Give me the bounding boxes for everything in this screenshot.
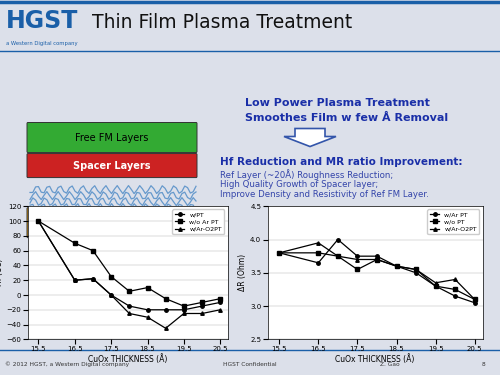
w/PT (108, 293, 114, 297)
Polygon shape (284, 129, 336, 147)
w/Ar-O2PT (452, 277, 458, 282)
w/o PT (432, 284, 438, 288)
w/Ar-O2PT (394, 264, 400, 268)
FancyBboxPatch shape (27, 208, 197, 238)
Text: Low Power Plasma Treatment: Low Power Plasma Treatment (245, 99, 430, 108)
w/Ar-O2PT (354, 257, 360, 262)
Y-axis label: ΔR (Ohm): ΔR (Ohm) (238, 254, 247, 291)
w/Ar PT (432, 284, 438, 288)
w/Ar-O2PT (199, 311, 205, 316)
w/Ar-O2PT (144, 315, 150, 320)
w/Ar PT (413, 271, 419, 275)
w/o Ar PT (126, 289, 132, 294)
w/PT (199, 304, 205, 308)
w/o PT (276, 251, 282, 255)
w/o Ar PT (144, 285, 150, 290)
Text: Hf Reduction and MR ratio Improvement:: Hf Reduction and MR ratio Improvement: (220, 156, 462, 166)
w/Ar-O2PT (335, 254, 341, 258)
w/Ar-O2PT (432, 280, 438, 285)
w/o Ar PT (199, 300, 205, 304)
w/Ar PT (394, 264, 400, 268)
w/Ar-O2PT (276, 251, 282, 255)
w/PT (126, 304, 132, 308)
w/Ar-O2PT (472, 297, 478, 302)
Y-axis label: Hf (Oe): Hf (Oe) (0, 259, 4, 286)
Text: Smoothes Film w few Å Removal: Smoothes Film w few Å Removal (245, 112, 448, 123)
w/o PT (413, 267, 419, 272)
w/Ar PT (472, 300, 478, 305)
w/o PT (316, 251, 322, 255)
w/Ar PT (452, 294, 458, 298)
w/Ar-O2PT (413, 267, 419, 272)
w/Ar-O2PT (126, 311, 132, 316)
w/Ar-O2PT (316, 241, 322, 245)
Text: HGST: HGST (6, 9, 78, 33)
w/o Ar PT (217, 297, 223, 301)
w/Ar PT (354, 254, 360, 258)
X-axis label: CuOx THICKNESS (Å): CuOx THICKNESS (Å) (88, 354, 167, 364)
w/o PT (374, 257, 380, 262)
X-axis label: CuOx THICKNESS (Å): CuOx THICKNESS (Å) (336, 354, 414, 364)
w/Ar PT (316, 261, 322, 265)
w/Ar-O2PT (36, 219, 42, 223)
Line: w/o PT: w/o PT (278, 251, 476, 301)
FancyBboxPatch shape (27, 123, 197, 153)
w/o PT (472, 297, 478, 302)
w/o Ar PT (181, 304, 187, 308)
Legend: w/Ar PT, w/o PT, w/Ar-O2PT: w/Ar PT, w/o PT, w/Ar-O2PT (428, 209, 480, 234)
FancyBboxPatch shape (27, 153, 197, 178)
w/Ar-O2PT (217, 308, 223, 312)
w/PT (72, 278, 78, 282)
Line: w/Ar-O2PT: w/Ar-O2PT (36, 219, 222, 330)
w/o Ar PT (108, 274, 114, 279)
Text: Ref. FM Layers: Ref. FM Layers (76, 217, 148, 228)
w/PT (181, 308, 187, 312)
w/o PT (335, 254, 341, 258)
w/o Ar PT (36, 219, 42, 223)
Line: w/Ar-O2PT: w/Ar-O2PT (278, 241, 476, 301)
w/Ar PT (276, 251, 282, 255)
Line: w/o Ar PT: w/o Ar PT (36, 219, 222, 308)
w/Ar-O2PT (162, 326, 168, 330)
Text: © 2012 HGST, a Western Digital company: © 2012 HGST, a Western Digital company (5, 362, 129, 367)
w/Ar-O2PT (90, 276, 96, 281)
Legend: w/PT, w/o Ar PT, w/Ar-O2PT: w/PT, w/o Ar PT, w/Ar-O2PT (172, 209, 225, 234)
w/Ar-O2PT (374, 257, 380, 262)
w/o PT (452, 287, 458, 292)
Text: US Patent 026470A1  2004  IBM: US Patent 026470A1 2004 IBM (268, 286, 412, 295)
Text: Spacer Layers: Spacer Layers (73, 160, 151, 171)
w/Ar-O2PT (108, 293, 114, 297)
w/PT (36, 219, 42, 223)
w/PT (217, 300, 223, 304)
Text: Improve Density and Resistivity of Ref FM Layer.: Improve Density and Resistivity of Ref F… (220, 190, 429, 199)
Text: a Western Digital company: a Western Digital company (6, 41, 78, 46)
Text: Ref Layer (~20Å) Roughness Reduction;: Ref Layer (~20Å) Roughness Reduction; (220, 170, 393, 180)
w/o Ar PT (72, 241, 78, 246)
w/o PT (354, 267, 360, 272)
Text: Free FM Layers: Free FM Layers (76, 132, 148, 142)
Text: Thin Film Plasma Treatment: Thin Film Plasma Treatment (92, 13, 353, 32)
w/Ar-O2PT (181, 311, 187, 316)
w/PT (90, 276, 96, 281)
w/Ar PT (335, 237, 341, 242)
w/Ar PT (374, 254, 380, 258)
Text: High Quality Growth of Spacer layer;: High Quality Growth of Spacer layer; (220, 180, 378, 189)
w/o Ar PT (162, 297, 168, 301)
Text: Z. Gao: Z. Gao (380, 362, 400, 367)
Text: 8: 8 (481, 362, 485, 367)
Line: w/PT: w/PT (36, 219, 222, 312)
w/Ar-O2PT (72, 278, 78, 282)
w/o PT (394, 264, 400, 268)
Line: w/Ar PT: w/Ar PT (278, 238, 476, 304)
w/o Ar PT (90, 248, 96, 253)
w/PT (144, 308, 150, 312)
w/PT (162, 308, 168, 312)
Text: HGST Confidential: HGST Confidential (223, 362, 277, 367)
